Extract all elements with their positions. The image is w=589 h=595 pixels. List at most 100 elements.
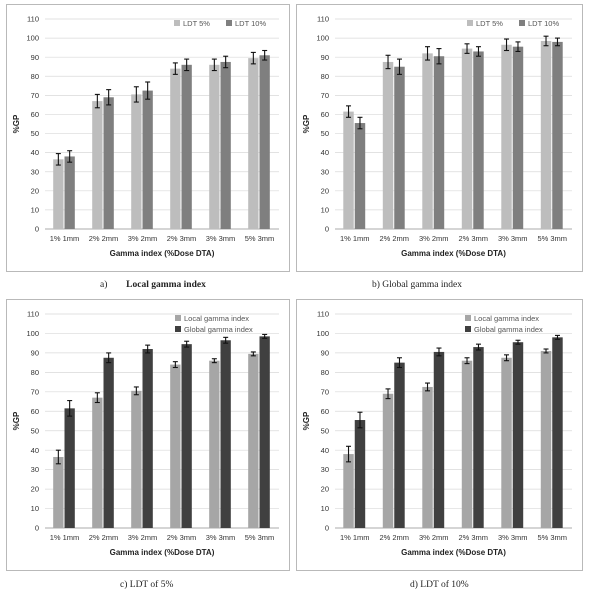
legend-label: Global gamma index bbox=[474, 325, 543, 334]
x-tick-label: 2% 3mm bbox=[458, 533, 488, 542]
bar bbox=[131, 94, 142, 229]
x-tick-label: 5% 3mm bbox=[245, 533, 275, 542]
legend-label: LDT 5% bbox=[183, 19, 210, 28]
y-tick-label: 110 bbox=[317, 15, 329, 24]
x-tick-label: 1% 1mm bbox=[340, 234, 370, 243]
y-tick-label: 60 bbox=[31, 110, 39, 119]
y-tick-label: 70 bbox=[321, 91, 329, 100]
y-tick-label: 60 bbox=[321, 407, 329, 416]
x-tick-label: 3% 2mm bbox=[419, 234, 449, 243]
x-tick-label: 3% 3mm bbox=[498, 533, 528, 542]
bar bbox=[512, 46, 524, 229]
x-tick-label: 3% 3mm bbox=[206, 533, 236, 542]
x-tick-label: 5% 3mm bbox=[245, 234, 275, 243]
legend-label: LDT 10% bbox=[235, 19, 266, 28]
bar bbox=[501, 357, 512, 528]
bar bbox=[552, 41, 563, 230]
legend-label: Local gamma index bbox=[474, 314, 539, 323]
chart-panel-d: 0 10 20 30 40 50 60 70 80 90 100 110 1% 1mm 2% 2mm 3% … bbox=[296, 299, 583, 571]
chart-panel-c: 0 10 20 30 40 50 60 70 80 90 100 110 1% 1mm 2% 2mm 3% … bbox=[6, 299, 290, 571]
y-tick-label: 10 bbox=[321, 504, 329, 513]
y-tick-label: 70 bbox=[31, 387, 39, 396]
bar bbox=[248, 353, 259, 528]
legend-swatch bbox=[226, 20, 232, 26]
bar bbox=[354, 420, 366, 528]
x-tick-label: 3% 2mm bbox=[419, 533, 449, 542]
y-tick-label: 0 bbox=[325, 225, 329, 234]
bar bbox=[220, 340, 231, 528]
bar bbox=[64, 408, 75, 528]
bar bbox=[170, 68, 181, 229]
y-tick-label: 50 bbox=[321, 426, 329, 435]
x-tick-label: 2% 2mm bbox=[89, 533, 119, 542]
x-tick-label: 1% 1mm bbox=[50, 533, 80, 542]
bar bbox=[92, 101, 103, 229]
legend-label: LDT 5% bbox=[476, 19, 503, 28]
y-axis-title: %GP bbox=[302, 114, 311, 133]
bar bbox=[131, 390, 142, 528]
caption-a-text: Local gamma index bbox=[126, 280, 206, 290]
y-tick-label: 50 bbox=[31, 129, 39, 138]
x-axis-title: Gamma index (%Dose DTA) bbox=[110, 548, 215, 557]
chart-d-svg: 0 10 20 30 40 50 60 70 80 90 100 110 1% 1mm 2% 2mm 3% … bbox=[302, 310, 572, 557]
bar bbox=[382, 393, 394, 528]
x-tick-label: 3% 2mm bbox=[128, 533, 158, 542]
x-axis-title: Gamma index (%Dose DTA) bbox=[401, 249, 506, 258]
bar bbox=[103, 97, 114, 229]
x-axis-title: Gamma index (%Dose DTA) bbox=[110, 249, 215, 258]
y-tick-label: 30 bbox=[31, 167, 39, 176]
caption-d: d) LDT of 10% bbox=[410, 580, 469, 590]
y-tick-label: 40 bbox=[31, 148, 39, 157]
y-tick-label: 60 bbox=[321, 110, 329, 119]
bar bbox=[461, 48, 473, 229]
bar bbox=[552, 337, 563, 528]
x-tick-label: 1% 1mm bbox=[50, 234, 80, 243]
chart-a-svg: 0 10 20 30 40 50 60 70 80 90 100 110 1% 1mm 2% 2mm 3% … bbox=[12, 15, 279, 258]
x-tick-label: 1% 1mm bbox=[340, 533, 370, 542]
caption-b: b) Global gamma index bbox=[372, 280, 462, 290]
bar bbox=[433, 56, 445, 230]
y-tick-label: 50 bbox=[31, 426, 39, 435]
legend-label: Local gamma index bbox=[184, 314, 249, 323]
y-tick-label: 90 bbox=[321, 349, 329, 358]
caption-c-label: c) bbox=[120, 580, 128, 590]
caption-b-text: Global gamma index bbox=[382, 280, 462, 290]
legend-swatch bbox=[465, 315, 471, 321]
bar bbox=[92, 397, 103, 528]
y-tick-label: 80 bbox=[31, 72, 39, 81]
y-tick-label: 90 bbox=[321, 53, 329, 62]
bar bbox=[473, 347, 484, 528]
chart-panel-a: 0 10 20 30 40 50 60 70 80 90 100 110 1% 1mm 2% 2mm 3% … bbox=[6, 4, 290, 272]
caption-a-label: a) bbox=[100, 280, 108, 290]
x-tick-label: 3% 3mm bbox=[498, 234, 528, 243]
caption-d-label: d) bbox=[410, 580, 418, 590]
y-tick-label: 70 bbox=[321, 387, 329, 396]
bar bbox=[209, 64, 220, 229]
caption-c: c) LDT of 5% bbox=[120, 580, 173, 590]
x-tick-label: 3% 2mm bbox=[128, 234, 158, 243]
chart-panel-b: 0 10 20 30 40 50 60 70 80 90 100 110 1% 1mm 2% 2mm 3% … bbox=[296, 4, 583, 272]
x-tick-label: 5% 3mm bbox=[537, 533, 567, 542]
bar bbox=[248, 58, 259, 229]
x-axis-title: Gamma index (%Dose DTA) bbox=[401, 548, 506, 557]
y-tick-label: 40 bbox=[321, 446, 329, 455]
caption-a: a) Local gamma index bbox=[100, 280, 206, 290]
bar bbox=[422, 53, 433, 230]
y-tick-label: 70 bbox=[31, 91, 39, 100]
y-tick-label: 10 bbox=[31, 504, 39, 513]
legend-swatch bbox=[467, 20, 473, 26]
legend-label: LDT 10% bbox=[528, 19, 559, 28]
x-tick-label: 2% 3mm bbox=[167, 234, 197, 243]
y-axis-title: %GP bbox=[302, 411, 311, 430]
y-tick-label: 80 bbox=[321, 368, 329, 377]
chart-c-svg: 0 10 20 30 40 50 60 70 80 90 100 110 1% 1mm 2% 2mm 3% … bbox=[12, 310, 279, 557]
y-tick-label: 0 bbox=[35, 524, 39, 533]
bar bbox=[181, 344, 192, 528]
y-tick-label: 10 bbox=[31, 206, 39, 215]
bar bbox=[259, 55, 270, 229]
y-axis-title: %GP bbox=[12, 114, 21, 133]
bar bbox=[540, 350, 552, 528]
bar bbox=[343, 111, 354, 229]
y-tick-label: 30 bbox=[31, 465, 39, 474]
bar bbox=[394, 362, 405, 528]
